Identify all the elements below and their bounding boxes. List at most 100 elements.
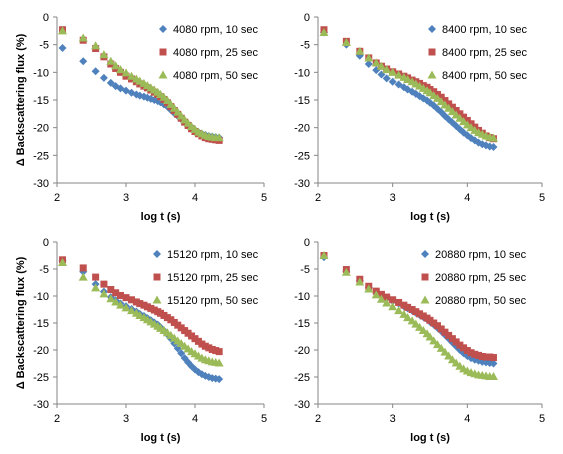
- y-tick-label: 0: [43, 12, 49, 24]
- data-point: [341, 37, 351, 46]
- y-tick-label: -15: [294, 95, 310, 107]
- data-point: [388, 77, 397, 86]
- chart-panel-1: 0 -5 -10 -15 -20 -25 -30 2 3 4 5 log t (s) Δ Backsca…: [15, 12, 267, 223]
- data-point: [440, 347, 450, 356]
- y-tick-label: -15: [294, 318, 310, 330]
- data-point: [92, 273, 100, 281]
- legend-marker: [159, 25, 167, 33]
- y-tick-label: -25: [33, 150, 49, 162]
- data-point: [489, 359, 498, 368]
- data-point: [389, 296, 397, 304]
- data-point: [364, 284, 374, 293]
- y-tick-label: -5: [300, 264, 310, 276]
- data-point: [444, 351, 454, 360]
- data-point: [432, 340, 442, 349]
- data-point: [107, 286, 115, 294]
- x-tick-label: 4: [192, 192, 198, 204]
- data-point: [382, 298, 392, 307]
- x-tick-label: 5: [261, 413, 267, 425]
- data-point: [99, 289, 109, 298]
- data-point: [176, 111, 186, 120]
- x-tick-label: 2: [54, 192, 60, 204]
- data-point: [383, 293, 391, 301]
- data-point: [377, 290, 385, 298]
- data-point: [116, 291, 124, 299]
- data-point: [394, 70, 404, 79]
- legend-marker: [158, 70, 168, 79]
- data-point: [489, 354, 497, 362]
- x-tick-label: 4: [464, 192, 470, 204]
- y-tick-label: -30: [33, 178, 49, 190]
- legend-marker: [421, 273, 429, 281]
- data-point: [395, 298, 403, 306]
- data-point: [467, 349, 475, 357]
- y-tick-label: -5: [39, 264, 49, 276]
- data-point: [448, 335, 456, 343]
- data-point: [419, 312, 427, 320]
- y-tick-label: -30: [33, 399, 49, 411]
- data-point: [433, 322, 441, 330]
- x-tick-label: 3: [123, 192, 129, 204]
- x-axis-title: log t (s): [410, 211, 450, 223]
- data-point: [382, 74, 391, 83]
- data-point: [408, 306, 416, 313]
- data-point: [404, 303, 412, 311]
- data-point: [471, 350, 479, 358]
- data-point: [58, 43, 67, 52]
- chart-panel-3: 0 -5 -10 -15 -20 -25 -30 2 3 4 5 log t (s) Δ Backsca…: [15, 237, 267, 444]
- data-point: [452, 338, 460, 346]
- y-tick-label: -25: [33, 372, 49, 384]
- data-point: [403, 313, 413, 322]
- chart-panel-4: 0 -5 -10 -15 -20 -25 -30 2 3 4 5 log t (s) 20880 rpm…: [294, 237, 545, 444]
- legend-marker: [428, 25, 436, 33]
- y-tick-label: -10: [294, 67, 310, 79]
- y-axis-title: Δ Backscattering flux (%): [15, 256, 27, 389]
- legend-marker: [153, 273, 161, 281]
- x-tick-label: 4: [464, 413, 470, 425]
- data-point: [412, 308, 420, 316]
- legend-label: 15120 rpm, 50 sec: [167, 295, 259, 307]
- y-tick-label: -5: [300, 40, 310, 52]
- data-point: [91, 283, 101, 292]
- data-point: [482, 353, 490, 361]
- data-point: [169, 103, 179, 112]
- x-tick-label: 5: [539, 192, 545, 204]
- data-point: [364, 60, 373, 69]
- data-point: [166, 99, 176, 108]
- data-point: [173, 107, 183, 116]
- legend-label: 20880 rpm, 50 sec: [435, 295, 527, 307]
- data-point: [162, 96, 172, 105]
- y-tick-label: 0: [304, 237, 310, 249]
- legend-label: 20880 rpm, 10 sec: [435, 249, 527, 261]
- x-tick-label: 3: [390, 192, 396, 204]
- data-point: [475, 351, 483, 359]
- data-point: [112, 289, 120, 297]
- series-3: [58, 258, 224, 367]
- y-tick-label: -20: [33, 345, 49, 357]
- legend-marker: [420, 295, 430, 304]
- legend-marker: [421, 250, 429, 258]
- data-point: [121, 303, 131, 312]
- data-point: [79, 57, 88, 66]
- legend: 8400 rpm, 10 sec 8400 rpm, 25 sec 8400 rpm…: [427, 24, 527, 82]
- data-point: [355, 46, 365, 55]
- x-tick-label: 2: [315, 413, 321, 425]
- x-tick-label: 2: [315, 192, 321, 204]
- data-point: [319, 251, 329, 259]
- data-point: [486, 353, 494, 361]
- data-point: [111, 297, 121, 306]
- x-tick-label: 5: [539, 413, 545, 425]
- data-point: [416, 310, 424, 318]
- data-point: [215, 348, 223, 356]
- legend-label: 4080 rpm, 10 sec: [173, 24, 258, 36]
- data-point: [122, 294, 130, 302]
- data-point: [79, 264, 87, 272]
- data-point: [106, 56, 116, 65]
- legend-marker: [153, 250, 161, 258]
- data-point: [430, 319, 438, 327]
- y-tick-label: -30: [294, 178, 310, 190]
- data-point: [445, 331, 453, 339]
- data-point: [441, 328, 449, 336]
- series-3: [319, 251, 498, 380]
